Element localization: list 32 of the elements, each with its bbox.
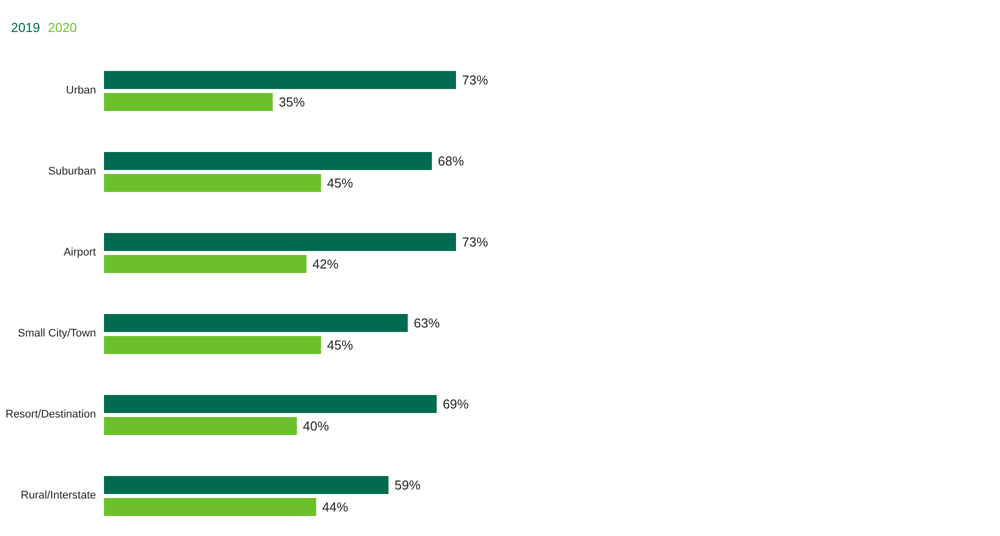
data-label: 73%	[462, 234, 488, 250]
data-label: 42%	[312, 256, 339, 272]
y-tick-label: Airport	[64, 246, 96, 258]
data-label: 45%	[326, 176, 354, 190]
data-label: 40%	[302, 418, 330, 434]
bar	[104, 417, 297, 435]
bar	[104, 314, 408, 332]
text: 2019	[11, 20, 40, 35]
y-tick-label: Suburban	[48, 166, 96, 178]
bar	[104, 255, 307, 273]
bar	[104, 233, 456, 251]
text: 2020	[48, 20, 77, 35]
bar	[104, 336, 321, 354]
bar	[104, 476, 388, 494]
bar	[104, 152, 432, 170]
data-label: 35%	[278, 94, 306, 110]
data-label: 68%	[438, 154, 464, 168]
data-label: 63%	[414, 316, 440, 330]
y-tick-label: Rural/Interstate	[20, 490, 96, 502]
data-label: 73%	[462, 72, 488, 88]
y-tick-label: Resort/Destination	[6, 408, 96, 420]
bar	[104, 498, 316, 516]
y-tick-label: Small City/Town	[18, 328, 96, 340]
data-label: 45%	[326, 338, 354, 352]
bar	[104, 395, 437, 413]
data-label: 59%	[394, 478, 421, 492]
data-label: 44%	[322, 500, 349, 514]
bar	[104, 71, 456, 89]
data-label: 69%	[442, 396, 470, 412]
bar	[104, 93, 273, 111]
y-tick-label: Urban	[66, 84, 96, 96]
bar	[104, 174, 321, 192]
